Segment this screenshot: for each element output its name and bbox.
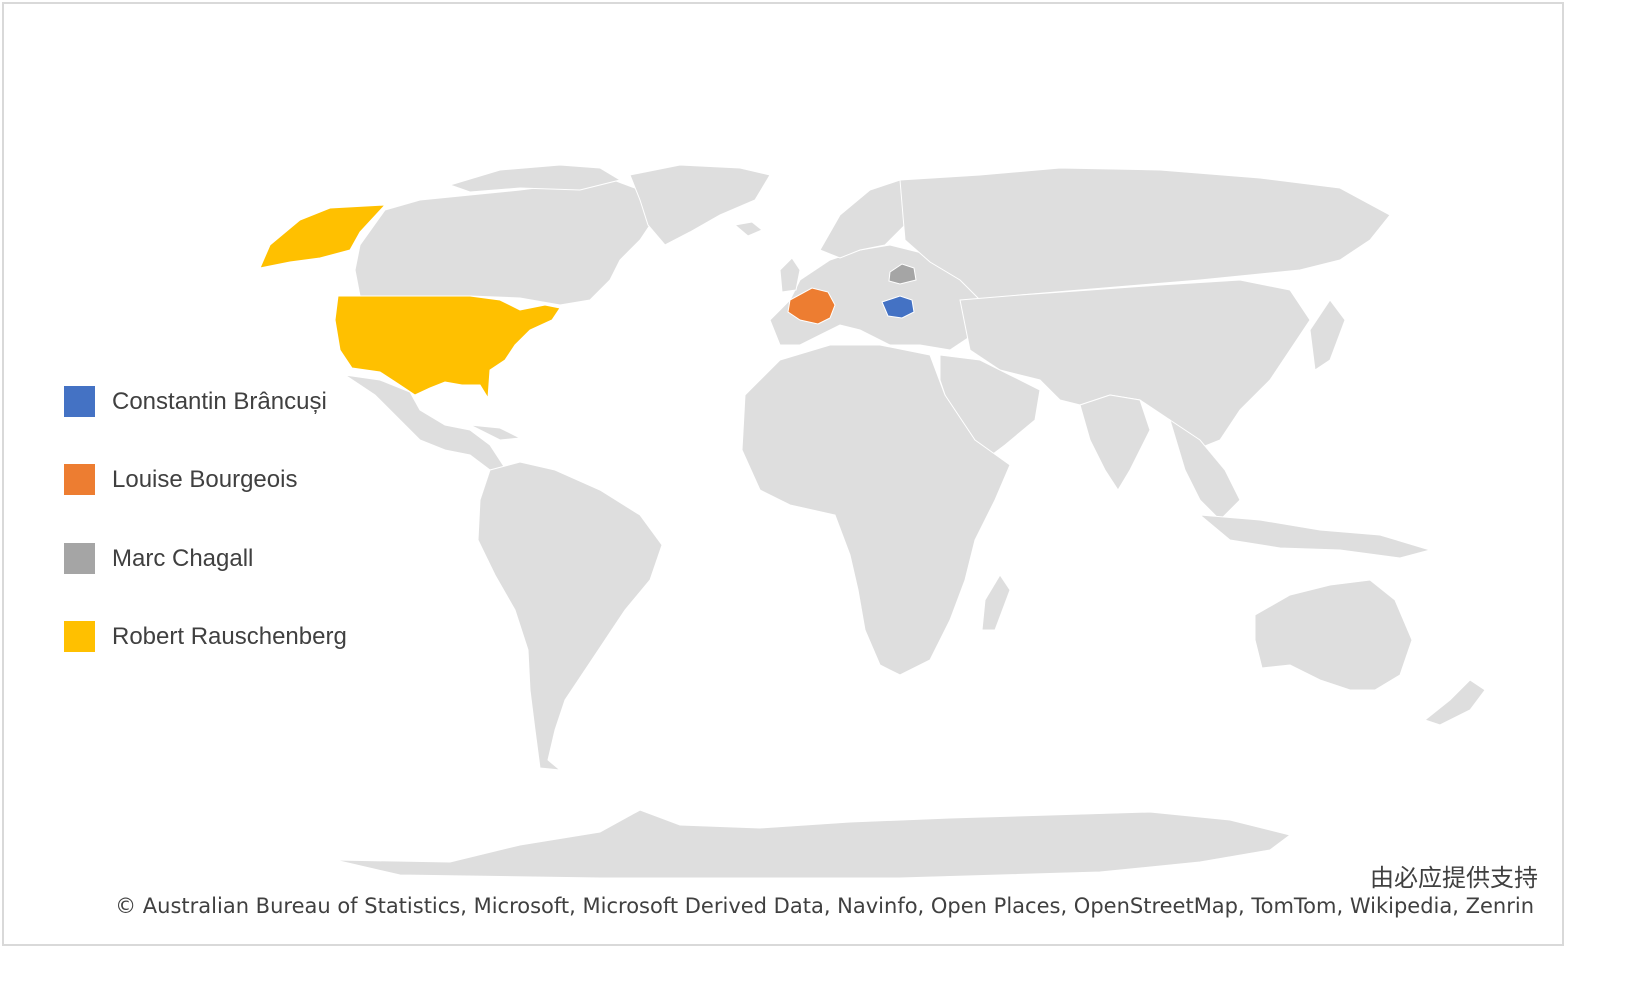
region-iceland <box>733 221 763 237</box>
region-madagascar <box>981 574 1011 631</box>
legend-label: Robert Rauschenberg <box>112 622 347 650</box>
region-uk <box>779 257 801 293</box>
legend-swatch <box>64 621 95 652</box>
legend-item-brancusi: Constantin Brâncuși <box>64 386 327 417</box>
legend-item-rauschenberg: Robert Rauschenberg <box>64 621 347 652</box>
legend-item-bourgeois: Louise Bourgeois <box>64 464 297 495</box>
region-usa <box>334 295 561 400</box>
legend-swatch <box>64 543 95 574</box>
region-russia <box>899 167 1391 301</box>
region-australia <box>1254 579 1413 691</box>
provider-credit: 由必应提供支持 <box>1370 864 1538 892</box>
region-asia <box>959 279 1311 451</box>
legend-swatch <box>64 464 95 495</box>
region-romania <box>881 295 915 319</box>
region-africa <box>741 344 1011 676</box>
legend-item-chagall: Marc Chagall <box>64 543 253 574</box>
legend-label: Constantin Brâncuși <box>112 387 327 415</box>
region-cuba <box>469 424 522 441</box>
region-indonesia <box>1198 514 1432 559</box>
region-arctic-islands <box>448 164 622 193</box>
region-southeast-asia <box>1169 418 1241 521</box>
legend-label: Marc Chagall <box>112 544 254 572</box>
region-greenland <box>629 164 771 246</box>
region-india <box>1079 394 1151 491</box>
region-south-america <box>477 461 663 771</box>
region-new-zealand <box>1423 679 1486 726</box>
attribution-text: © Australian Bureau of Statistics, Micro… <box>115 894 1534 918</box>
region-france <box>787 287 836 325</box>
region-belarus <box>888 263 917 285</box>
region-canada <box>354 174 661 306</box>
legend-label: Louise Bourgeois <box>112 465 298 493</box>
region-japan <box>1309 299 1346 371</box>
region-antarctica <box>334 809 1292 879</box>
region-usa-alaska <box>259 204 387 269</box>
legend-swatch <box>64 386 95 417</box>
